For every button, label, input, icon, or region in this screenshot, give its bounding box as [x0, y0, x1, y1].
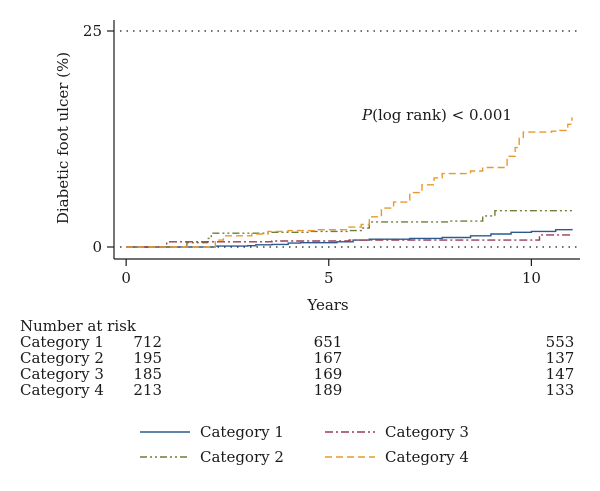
risk-row-label: Category 4 — [20, 381, 104, 399]
x-axis-label: Years — [306, 296, 348, 314]
legend-label-1: Category 1 — [200, 423, 284, 441]
risk-value: 553 — [546, 333, 575, 351]
y-axis-label: Diabetic foot ulcer (%) — [54, 52, 72, 224]
x-tick-label: 0 — [121, 269, 131, 287]
log-rank-annotation: P(log rank) < 0.001 — [361, 106, 512, 124]
x-ticks: 0 5 10 — [121, 259, 541, 287]
x-tick-label: 5 — [324, 269, 334, 287]
legend-label-4: Category 4 — [385, 448, 469, 466]
legend-label-3: Category 3 — [385, 423, 469, 441]
y-tick-label: 25 — [83, 22, 102, 40]
x-tick-label: 10 — [522, 269, 541, 287]
series-line-1 — [126, 228, 573, 248]
risk-value: 651 — [314, 333, 343, 351]
risk-value: 213 — [133, 381, 162, 399]
risk-value: 147 — [546, 365, 575, 383]
legend: Category 1 Category 2 Category 3 Category 4 — [140, 423, 469, 466]
risk-table-title: Number at risk — [20, 317, 137, 335]
series-lines — [126, 117, 573, 248]
y-ticks: 0 25 — [83, 22, 114, 256]
risk-value: 185 — [133, 365, 162, 383]
risk-value: 712 — [133, 333, 162, 351]
risk-value: 195 — [133, 349, 162, 367]
series-line-3 — [126, 234, 572, 248]
y-tick-label: 0 — [92, 238, 102, 256]
risk-value: 189 — [314, 381, 343, 399]
legend-label-2: Category 2 — [200, 448, 284, 466]
axes — [113, 20, 580, 260]
risk-row-label: Category 3 — [20, 365, 104, 383]
series-line-4 — [126, 117, 573, 248]
annotation-italic: P — [361, 106, 373, 124]
annotation-text: (log rank) < 0.001 — [372, 106, 512, 124]
risk-table: Number at risk Category 1 712 651 553 Catego… — [20, 317, 574, 399]
series-line-2 — [126, 210, 572, 248]
risk-row-label: Category 2 — [20, 349, 104, 367]
risk-value: 137 — [546, 349, 575, 367]
risk-row-label: Category 1 — [20, 333, 104, 351]
risk-value: 133 — [546, 381, 575, 399]
risk-value: 169 — [314, 365, 343, 383]
risk-value: 167 — [314, 349, 343, 367]
